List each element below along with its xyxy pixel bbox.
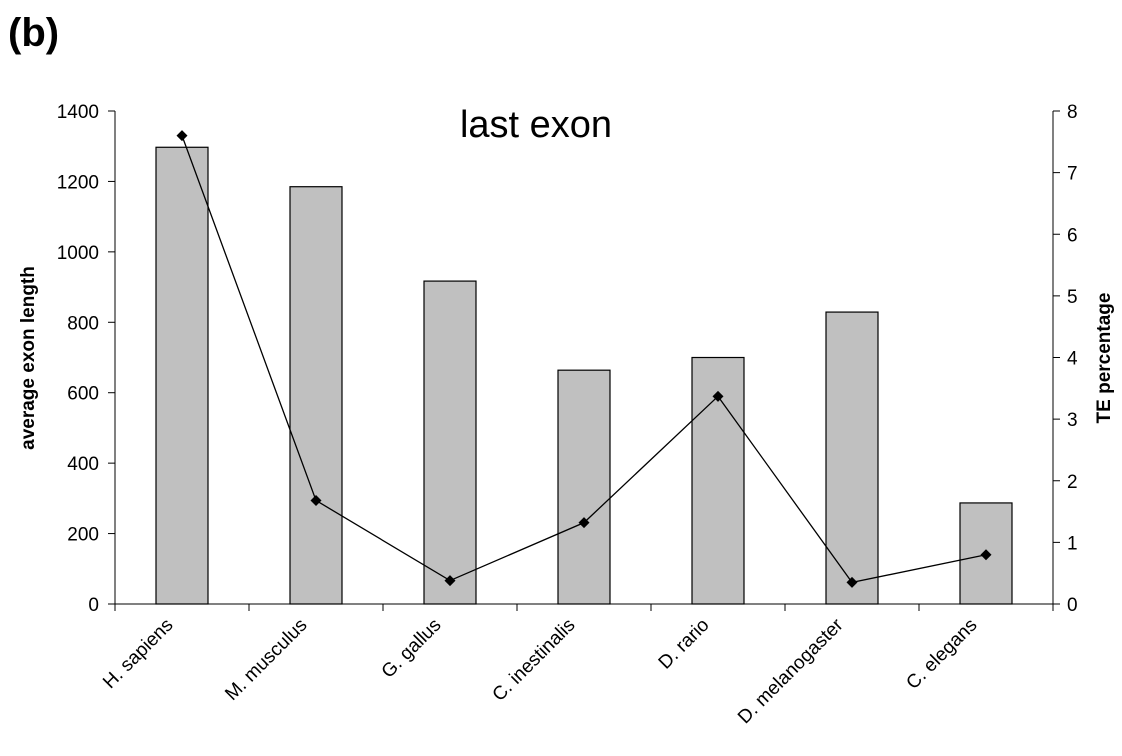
left-tick-label-7: 1400	[57, 102, 99, 123]
te-point-1	[310, 494, 322, 506]
bar-1	[289, 186, 343, 605]
bar-5	[825, 311, 879, 605]
right-tick-label-8: 8	[1067, 102, 1078, 123]
category-label-3: C. inestinalis	[489, 615, 580, 706]
bar-3	[557, 369, 611, 605]
chart-title: last exon	[460, 104, 612, 146]
te-line-series	[176, 130, 992, 588]
left-ticks: 0 200 400 600 800 1000 1200 1400	[57, 102, 115, 616]
right-tick-label-7: 7	[1067, 164, 1078, 185]
x-ticks	[114, 604, 1054, 611]
te-point-4	[712, 390, 724, 402]
right-tick-label-0: 0	[1067, 595, 1078, 616]
left-tick-label-0: 0	[88, 595, 99, 616]
te-point-0	[176, 130, 188, 142]
right-ticks: 0 1 2 3 4 5 6 7 8	[1053, 102, 1078, 616]
panel-label: (b)	[8, 11, 59, 55]
category-label-1: M. musculus	[221, 615, 311, 705]
category-label-6: C. elegans	[902, 615, 981, 694]
left-tick-label-6: 1200	[57, 172, 99, 193]
te-point-2	[444, 575, 456, 587]
right-tick-label-6: 6	[1067, 225, 1078, 246]
te-point-5	[846, 576, 858, 588]
right-tick-label-3: 3	[1067, 410, 1078, 431]
bar-0	[155, 146, 209, 605]
left-tick-label-4: 800	[67, 313, 99, 334]
category-label-5: D. melanogaster	[734, 614, 848, 728]
right-tick-label-2: 2	[1067, 472, 1078, 493]
bar-2	[423, 280, 477, 605]
left-tick-label-5: 1000	[57, 243, 99, 264]
left-tick-label-2: 400	[67, 454, 99, 475]
right-tick-label-5: 5	[1067, 287, 1078, 308]
te-point-6	[980, 549, 992, 561]
right-axis-label: TE percentage	[1094, 293, 1115, 424]
category-labels: H. sapiens M. musculus G. gallus C. inestin…	[99, 614, 981, 728]
right-tick-label-1: 1	[1067, 533, 1078, 554]
te-point-3	[578, 517, 590, 529]
left-tick-label-3: 600	[67, 384, 99, 405]
left-tick-label-1: 200	[67, 525, 99, 546]
left-axis-label: average exon length	[18, 266, 39, 450]
category-label-0: H. sapiens	[99, 615, 177, 693]
bar-series	[155, 146, 1013, 605]
category-label-4: D. rario	[655, 615, 714, 674]
category-label-2: G. gallus	[378, 615, 446, 683]
right-tick-label-4: 4	[1067, 349, 1078, 370]
